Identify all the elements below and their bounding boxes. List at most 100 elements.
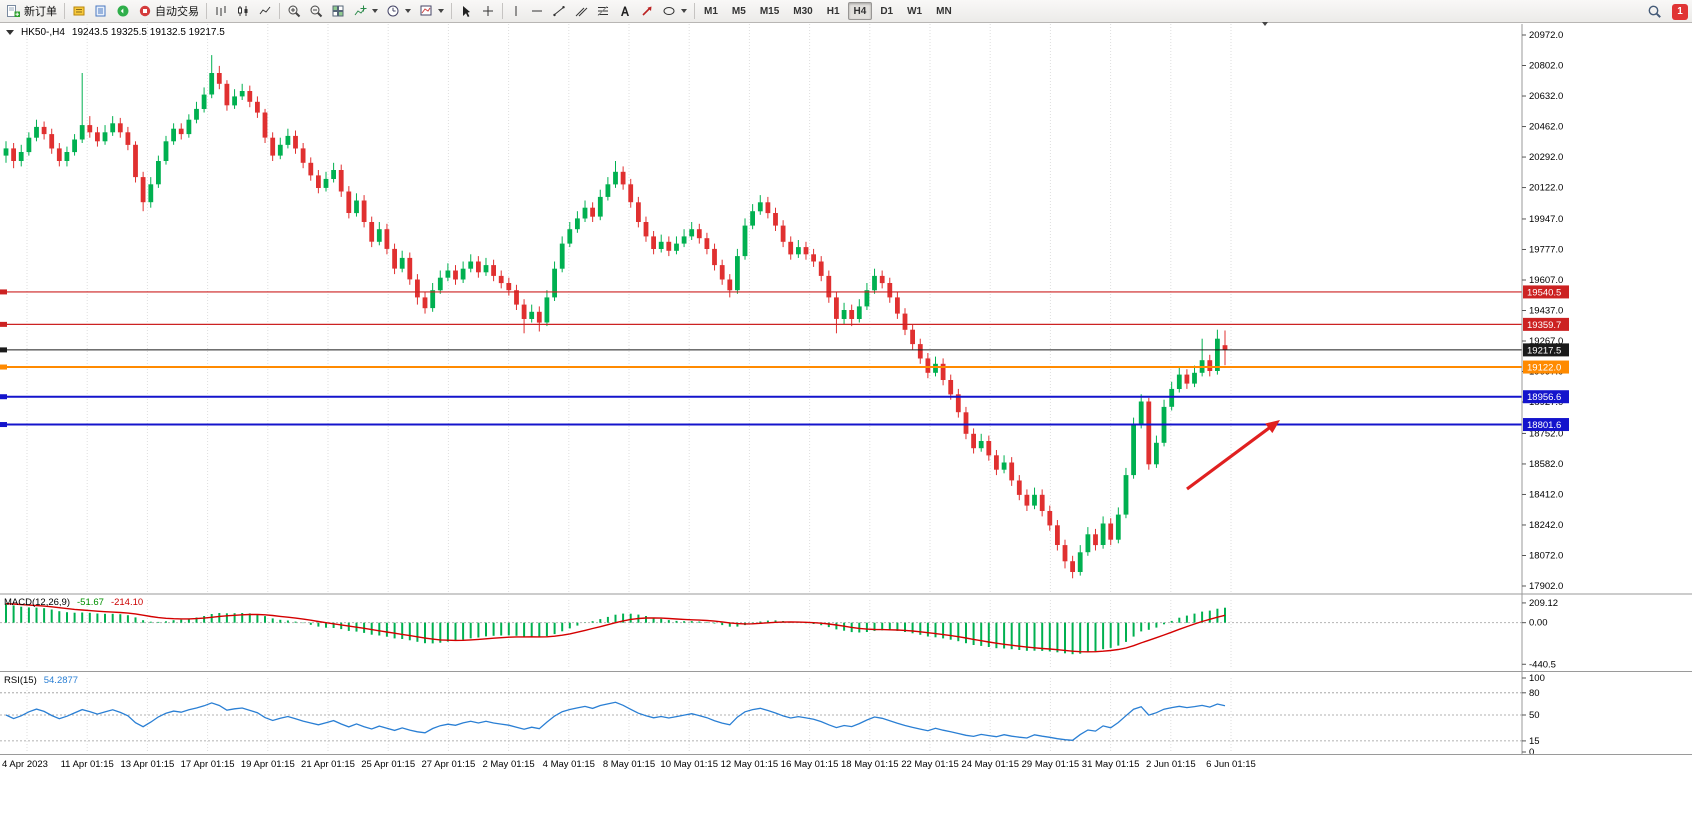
market-watch-button[interactable]	[90, 1, 112, 21]
time-axis-label: 29 May 01:15	[1022, 759, 1080, 770]
timeframe-button-m30[interactable]: M30	[787, 2, 818, 20]
zoom-out-button[interactable]	[305, 1, 327, 21]
crosshair-icon	[483, 6, 493, 16]
new-order-label: 新订单	[24, 6, 57, 18]
toolbar-right-cluster: 1	[1643, 0, 1688, 23]
rsi-tick-label: 0	[1529, 747, 1534, 758]
price-tick-label: 18242.0	[1529, 520, 1563, 531]
arrow-tool-icon	[642, 6, 652, 16]
trendline-button[interactable]	[548, 1, 570, 21]
price-tick-label: 19267.0	[1529, 336, 1563, 347]
toolbar-overflow-caret[interactable]	[1258, 22, 1270, 43]
timeframe-button-m1[interactable]: M1	[698, 2, 724, 20]
line-chart-button[interactable]	[254, 1, 276, 21]
chart-symbol-label: HK50-,H4	[21, 27, 65, 38]
rsi-levels	[0, 692, 1522, 742]
toolbar-separator	[206, 3, 207, 19]
equidistant-channel-button[interactable]	[570, 1, 592, 21]
arrows-tool-button[interactable]	[636, 1, 658, 21]
price-tick-label: 17902.0	[1529, 581, 1563, 592]
time-axis-label: 17 Apr 01:15	[181, 759, 235, 770]
periods-button[interactable]	[382, 1, 415, 21]
horizontal-line-button[interactable]	[526, 1, 548, 21]
macd-tick-label: -440.5	[1529, 659, 1556, 670]
timeframe-button-m5[interactable]: M5	[726, 2, 752, 20]
rsi-tick-label: 50	[1529, 710, 1540, 721]
vertical-line-button[interactable]	[506, 1, 526, 21]
chevron-down-icon	[681, 9, 687, 13]
zoom-in-icon	[288, 5, 301, 18]
navigator-button[interactable]	[112, 1, 134, 21]
cursor-button[interactable]	[455, 1, 477, 21]
timeframe-button-h1[interactable]: H1	[821, 2, 846, 20]
shapes-button[interactable]	[658, 1, 691, 21]
templates-icon	[420, 5, 432, 16]
price-tick-label: 19607.0	[1529, 275, 1563, 286]
rsi-tick-label: 80	[1529, 688, 1540, 699]
indicators-icon	[354, 5, 367, 16]
text-tool-button[interactable]	[614, 1, 636, 21]
notification-badge[interactable]: 1	[1672, 3, 1688, 20]
toolbar-separator	[279, 3, 280, 19]
timeframe-toolbar: M1 M5 M15 M30 H1 H4 D1 W1 MN	[698, 2, 958, 20]
macd-tick-label: 0.00	[1529, 618, 1548, 629]
auto-trading-icon	[139, 5, 151, 17]
timeframe-button-w1[interactable]: W1	[901, 2, 928, 20]
chevron-down-icon	[405, 9, 411, 13]
auto-trading-button[interactable]: 自动交易	[134, 1, 203, 21]
price-tick-label: 20292.0	[1529, 152, 1563, 163]
time-axis-label: 27 Apr 01:15	[421, 759, 475, 770]
bar-chart-button[interactable]	[210, 1, 232, 21]
trend-arrow[interactable]	[1186, 420, 1280, 491]
horizontal-lines	[0, 289, 1522, 428]
price-tick-label: 18752.0	[1529, 428, 1563, 439]
panel-separators[interactable]	[0, 593, 1692, 755]
rsi-name: RSI(15)	[4, 675, 37, 686]
time-axis-label: 10 May 01:15	[660, 759, 718, 770]
toolbar-separator	[451, 3, 452, 19]
tile-windows-button[interactable]	[327, 1, 349, 21]
zoom-out-icon	[310, 5, 323, 18]
timeframe-button-mn[interactable]: MN	[930, 2, 958, 20]
bar-chart-icon	[216, 6, 226, 16]
candlestick-series	[3, 55, 1228, 579]
time-axis-label: 4 May 01:15	[543, 759, 595, 770]
collapse-icon[interactable]	[6, 30, 14, 35]
price-tick-label: 18412.0	[1529, 489, 1563, 500]
macd-histogram	[5, 603, 1226, 655]
timeframe-button-d1[interactable]: D1	[874, 2, 899, 20]
timeframe-button-h4[interactable]: H4	[847, 2, 873, 20]
price-tag-label: 19217.5	[1527, 345, 1561, 356]
macd-signal-line	[5, 603, 1226, 653]
rsi-tick-label: 15	[1529, 736, 1540, 747]
timeframe-button-m15[interactable]: M15	[754, 2, 785, 20]
zoom-in-button[interactable]	[283, 1, 305, 21]
fibonacci-button[interactable]	[592, 1, 614, 21]
price-tick-label: 19437.0	[1529, 306, 1563, 317]
chevron-down-icon	[1262, 22, 1268, 41]
time-axis-label: 2 May 01:15	[482, 759, 534, 770]
metaeditor-button[interactable]	[68, 1, 90, 21]
chevron-down-icon	[372, 9, 378, 13]
templates-button[interactable]	[415, 1, 448, 21]
time-axis-label: 8 May 01:15	[603, 759, 655, 770]
price-tick-label: 20972.0	[1529, 30, 1563, 41]
search-button[interactable]	[1643, 2, 1666, 22]
trendline-icon	[553, 6, 565, 17]
new-order-button[interactable]: 新订单	[2, 1, 61, 21]
macd-main-value: -51.67	[77, 597, 104, 608]
channel-icon	[575, 7, 588, 17]
rsi-value: 54.2877	[43, 675, 79, 686]
price-tick-label: 18072.0	[1529, 550, 1563, 561]
rsi-scale: 100 80 50 150	[1522, 673, 1545, 758]
main-toolbar: 新订单 自动交易 M1 M5 M15 M30 H1 H4 D1 W1 MN 1	[0, 0, 1692, 23]
price-tick-label: 20802.0	[1529, 61, 1563, 72]
indicators-button[interactable]	[349, 1, 382, 21]
price-tick-label: 20122.0	[1529, 183, 1563, 194]
time-axis-label: 21 Apr 01:15	[301, 759, 355, 770]
price-tag-label: 19359.7	[1527, 320, 1561, 331]
time-axis-label: 11 Apr 01:15	[61, 759, 114, 770]
candlestick-chart-button[interactable]	[232, 1, 254, 21]
crosshair-button[interactable]	[477, 1, 499, 21]
